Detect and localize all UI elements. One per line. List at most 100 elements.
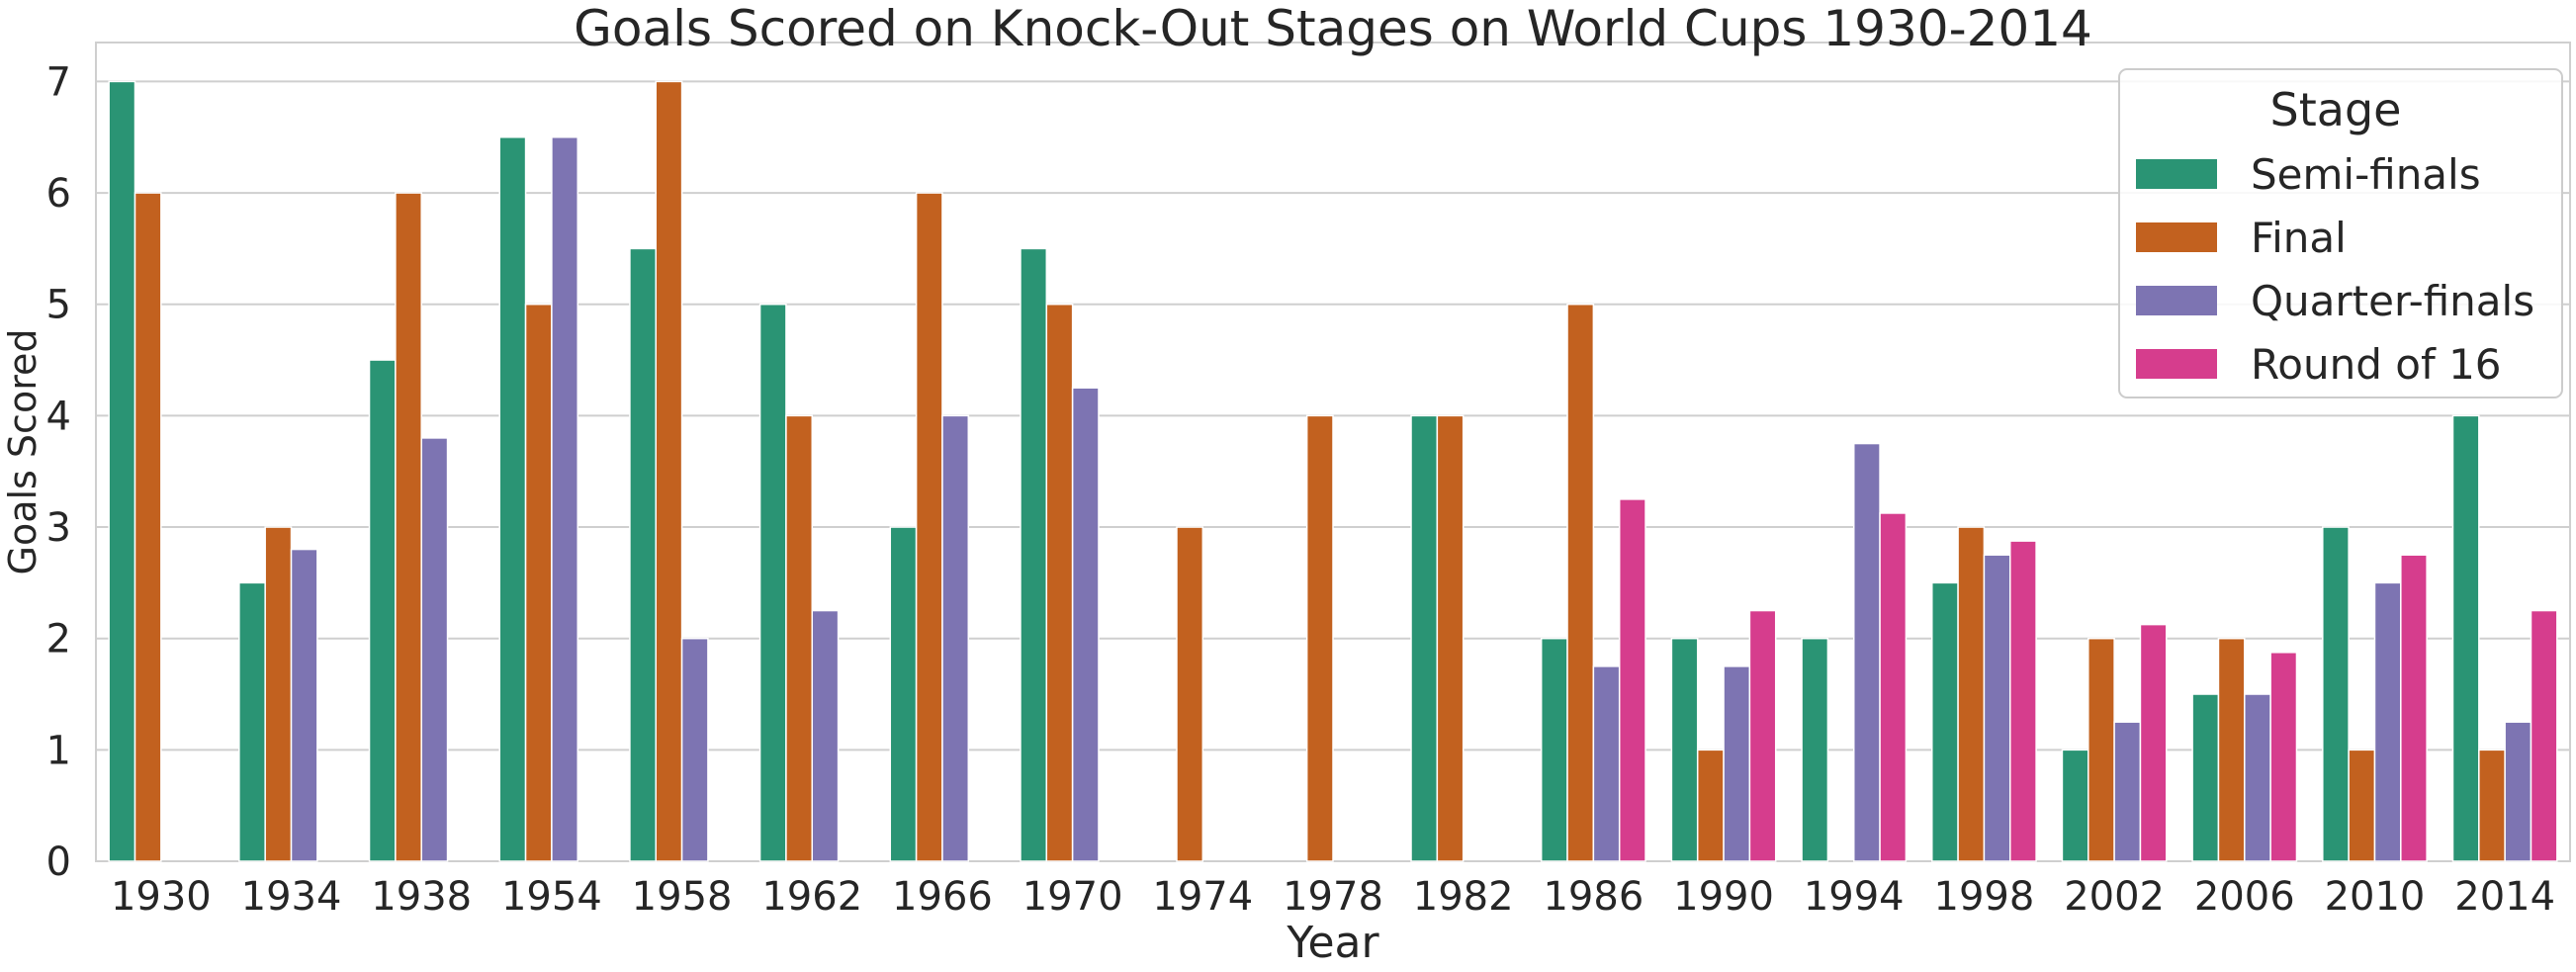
bar-semi-finals-1938	[368, 359, 397, 862]
bar-final-1970	[1045, 303, 1074, 862]
bar-quarter-finals-1958	[680, 637, 709, 862]
y-tick-label: 0	[46, 839, 71, 885]
legend-label: Quarter-finals	[2251, 277, 2534, 325]
bar-semi-finals-1930	[108, 80, 136, 862]
bar-final-1978	[1305, 414, 1334, 862]
bar-round-of-16-1994	[1879, 512, 1908, 862]
bar-final-1958	[655, 80, 683, 862]
legend-swatch	[2136, 286, 2217, 315]
bar-quarter-finals-1998	[1983, 554, 2011, 862]
x-tick-label: 1934	[241, 874, 342, 920]
x-tick-label: 1990	[1673, 874, 1774, 920]
bar-quarter-finals-2010	[2373, 581, 2402, 862]
chart-title: Goals Scored on Knock-Out Stages on Worl…	[574, 0, 2092, 57]
bars-group	[108, 80, 2558, 862]
bar-quarter-finals-1966	[941, 414, 970, 862]
y-tick-label: 2	[46, 617, 71, 663]
x-tick-labels: 1930 1934 1938 1954 1958 1962 1966 1970 1974 1978…	[111, 874, 2555, 920]
x-tick-label: 1978	[1283, 874, 1383, 920]
bar-final-2014	[2478, 749, 2506, 862]
y-tick-label: 7	[46, 59, 71, 105]
bar-quarter-finals-1962	[811, 609, 840, 862]
bar-final-1966	[915, 192, 943, 862]
legend-box	[2118, 68, 2563, 398]
bar-semi-finals-1934	[238, 581, 266, 862]
x-tick-label: 1962	[761, 874, 862, 920]
bar-semi-finals-1962	[758, 303, 787, 862]
bar-quarter-finals-1938	[420, 437, 449, 862]
bar-semi-finals-1998	[1930, 581, 1959, 862]
bar-final-1930	[133, 192, 162, 862]
bar-quarter-finals-2006	[2244, 693, 2271, 862]
bar-round-of-16-1986	[1618, 498, 1646, 862]
x-axis-label: Year	[1286, 918, 1379, 968]
x-tick-label: 1966	[892, 874, 993, 920]
bar-final-2006	[2217, 637, 2246, 862]
bar-semi-finals-1986	[1540, 637, 1568, 862]
bar-final-1998	[1957, 526, 1986, 862]
bar-final-1974	[1176, 526, 1204, 862]
bar-semi-finals-1970	[1020, 247, 1048, 862]
bar-quarter-finals-2014	[2504, 721, 2532, 862]
y-axis-label: Goals Scored	[1, 329, 44, 575]
bar-quarter-finals-1934	[290, 548, 318, 862]
x-tick-label: 1974	[1152, 874, 1253, 920]
x-tick-label: 1938	[371, 874, 472, 920]
x-tick-label: 2002	[2064, 874, 2165, 920]
y-tick-label: 3	[46, 505, 71, 551]
bar-semi-finals-1958	[629, 247, 657, 862]
bar-semi-finals-1982	[1410, 414, 1439, 862]
bar-final-1990	[1696, 749, 1725, 862]
legend-label: Semi-finals	[2251, 150, 2481, 199]
legend-title: Stage	[2270, 83, 2402, 136]
bar-round-of-16-1998	[2009, 540, 2037, 862]
y-tick-label: 4	[46, 394, 71, 439]
bar-quarter-finals-1994	[1852, 442, 1881, 862]
bar-round-of-16-2002	[2139, 623, 2168, 862]
bar-round-of-16-2010	[2400, 554, 2428, 862]
bar-semi-finals-1994	[1801, 637, 1829, 862]
x-tick-label: 1998	[1934, 874, 2035, 920]
bar-final-1982	[1436, 414, 1465, 862]
legend-swatch	[2136, 349, 2217, 379]
x-tick-label: 1970	[1022, 874, 1123, 920]
bar-round-of-16-2014	[2530, 609, 2558, 862]
x-tick-label: 1958	[632, 874, 733, 920]
bar-final-1986	[1566, 303, 1595, 862]
y-tick-labels: 0 1 2 3 4 5 6 7	[46, 59, 71, 885]
y-tick-label: 1	[46, 728, 71, 773]
x-tick-label: 1994	[1804, 874, 1905, 920]
bar-semi-finals-1990	[1670, 637, 1699, 862]
bar-semi-finals-2002	[2061, 749, 2089, 862]
x-tick-label: 1930	[111, 874, 212, 920]
bar-round-of-16-2006	[2269, 652, 2298, 862]
bar-final-1934	[264, 526, 293, 862]
bar-final-1954	[524, 303, 553, 862]
bar-quarter-finals-1970	[1071, 387, 1100, 862]
bar-semi-finals-1954	[498, 136, 527, 862]
x-tick-label: 1986	[1543, 874, 1643, 920]
bar-final-1938	[395, 192, 422, 862]
y-tick-label: 5	[46, 283, 71, 328]
x-tick-label: 1982	[1413, 874, 1514, 920]
bar-quarter-finals-1990	[1723, 665, 1751, 862]
bar-semi-finals-2006	[2191, 693, 2220, 862]
bar-quarter-finals-1954	[551, 136, 578, 862]
bar-semi-finals-2010	[2322, 526, 2350, 862]
legend: Stage Semi-finals Final Quarter-finals Roun…	[2118, 68, 2563, 398]
bar-quarter-finals-1986	[1592, 665, 1621, 862]
bar-final-2010	[2348, 749, 2376, 862]
bar-final-1962	[785, 414, 814, 862]
x-tick-label: 2010	[2325, 874, 2426, 920]
bar-semi-finals-1966	[889, 526, 918, 862]
x-tick-label: 2006	[2194, 874, 2295, 920]
x-tick-label: 2014	[2454, 874, 2555, 920]
x-tick-label: 1954	[501, 874, 602, 920]
y-tick-label: 6	[46, 171, 71, 217]
legend-swatch	[2136, 159, 2217, 189]
bar-semi-finals-2014	[2451, 414, 2480, 862]
bar-final-2002	[2087, 637, 2115, 862]
bar-quarter-finals-2002	[2113, 721, 2142, 862]
legend-label: Final	[2251, 214, 2347, 262]
